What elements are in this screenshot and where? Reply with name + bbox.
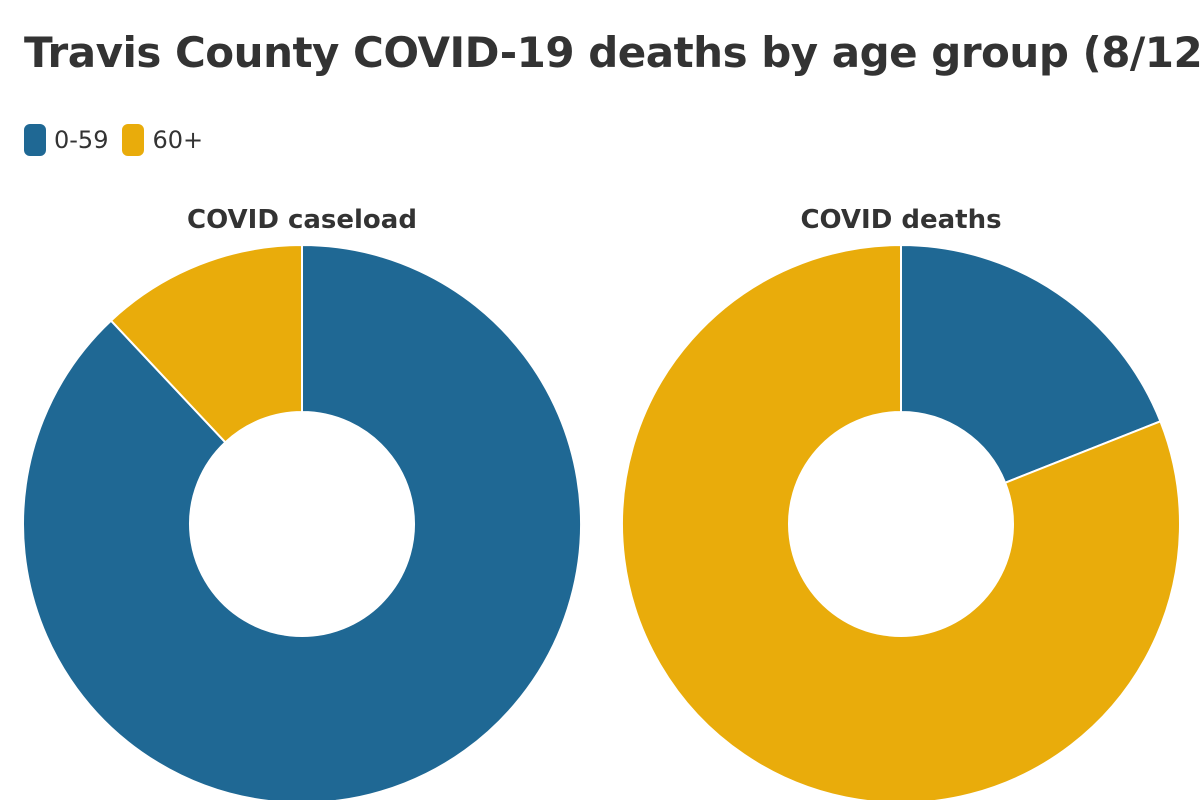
legend-swatch-60plus [122,124,145,156]
donut-slice-1-60+[interactable] [109,243,303,444]
donut-slice-1-0-59[interactable] [22,243,582,800]
donut-title-1: COVID caseload [187,205,417,235]
legend-label-0-59: 0-59 [54,126,109,154]
donut-chart-2: COVID deaths [621,205,1181,800]
donut-slice-2-60+[interactable] [621,243,1181,800]
legend: 0-59 60+ [24,124,203,156]
donut-title-2: COVID deaths [800,205,1001,235]
legend-item-60plus[interactable]: 60+ [122,124,203,156]
donut-slice-2-0-59[interactable] [900,243,1162,485]
legend-label-60plus: 60+ [152,126,204,154]
legend-swatch-0-59 [24,124,46,156]
chart-title: Travis County COVID-19 deaths by age gro… [24,28,1200,77]
legend-item-0-59[interactable]: 0-59 [24,124,108,156]
donut-chart-1: COVID caseload [22,205,582,800]
